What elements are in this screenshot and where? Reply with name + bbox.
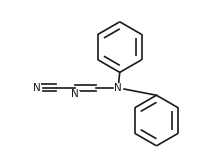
Text: N: N (114, 83, 122, 93)
Polygon shape (114, 85, 122, 91)
Text: N: N (34, 83, 41, 93)
Text: N: N (71, 89, 79, 99)
Polygon shape (33, 85, 41, 91)
Polygon shape (71, 91, 79, 96)
